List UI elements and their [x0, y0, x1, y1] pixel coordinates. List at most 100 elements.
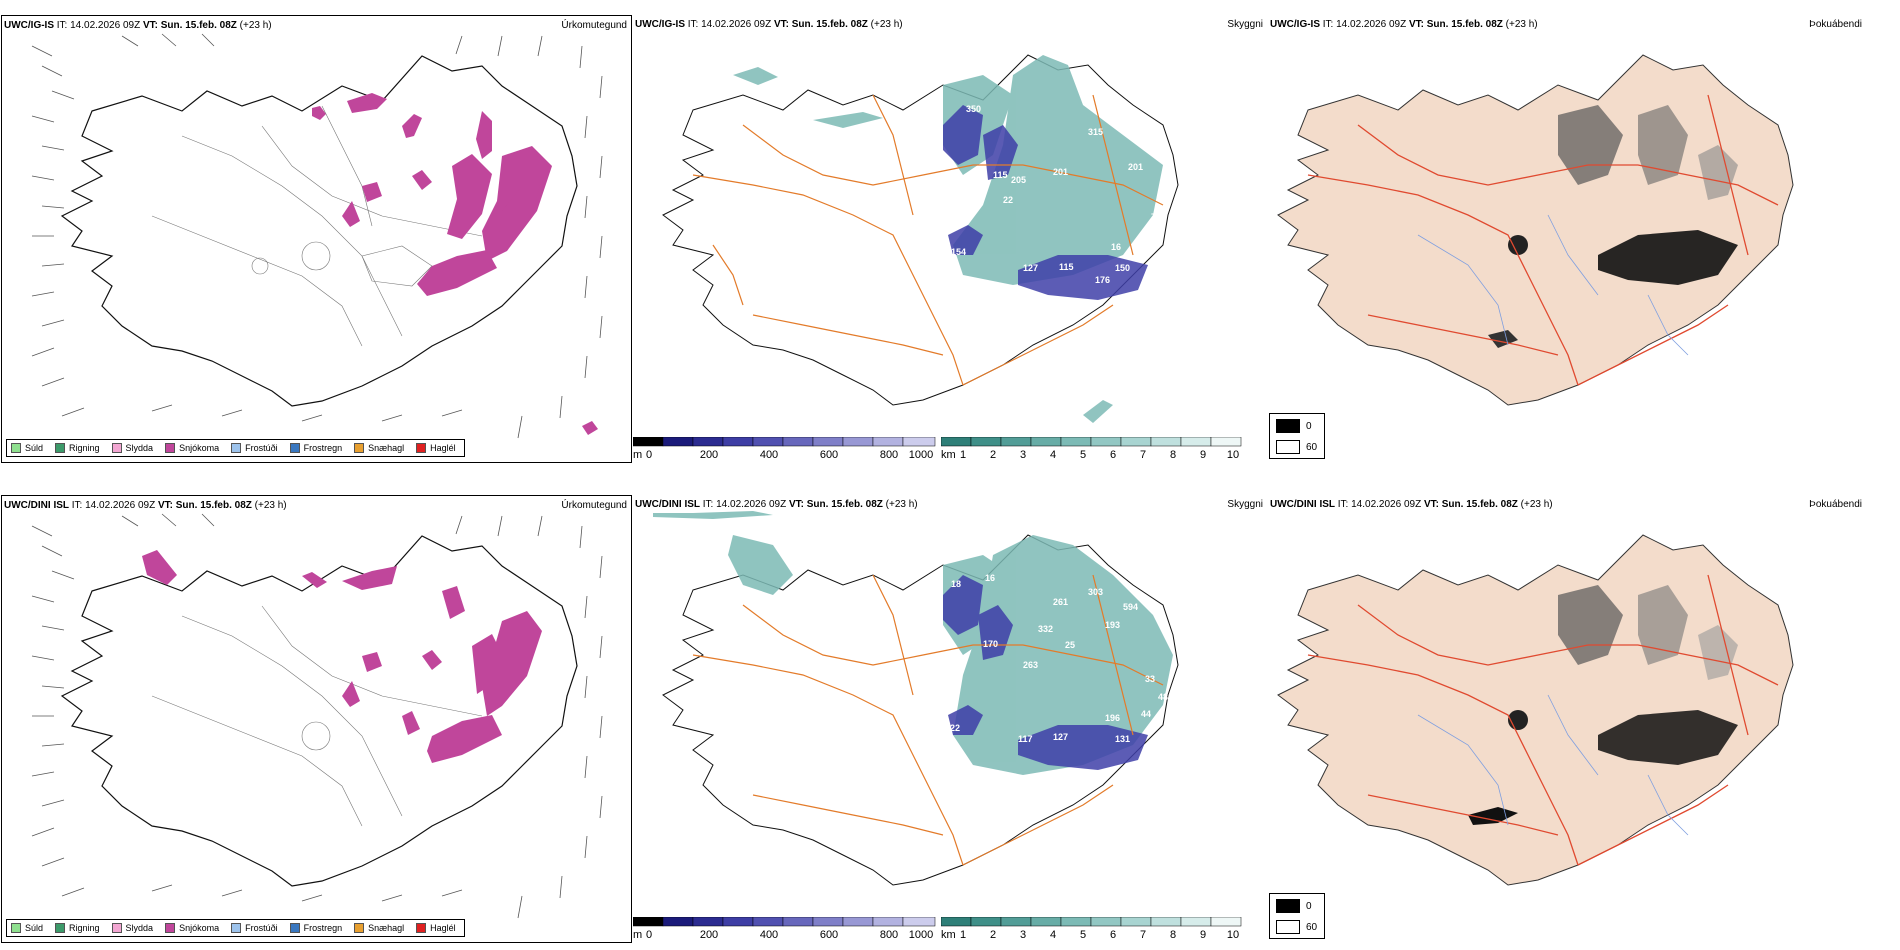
visibility-value-labels: 350 315 201 201 114 115 205 22 154 127 1… [951, 104, 1161, 285]
panel-label: Úrkomutegund [561, 500, 627, 511]
legend-item: Rigning [55, 443, 100, 453]
valid-time: VT: Sun. 15.feb. 08Z [142, 20, 237, 31]
legend-item: Snæhagl [354, 923, 404, 933]
colorbar-unit: km [941, 449, 956, 461]
colorbar-tick: 400 [759, 929, 779, 941]
colorbar-unit: km [941, 929, 956, 941]
value-label: 117 [1018, 734, 1033, 744]
panel-title: UWC/DINI ISL IT: 14.02.2026 09Z VT: Sun.… [4, 500, 287, 512]
issue-time: IT: 14.02.2026 09Z [1322, 19, 1407, 30]
value-label: 201 [1128, 162, 1143, 172]
legend-swatch [165, 923, 176, 933]
rivers [1417, 214, 1689, 356]
legend-swatch [55, 443, 66, 453]
colorbar-tick: 3 [1019, 929, 1027, 941]
colorbar-tick: 5 [1079, 929, 1087, 941]
panel-title: UWC/IG-IS IT: 14.02.2026 09Z VT: Sun. 15… [4, 20, 272, 32]
visibility-value-labels: 18 16 261 303 594 332 193 25 263 170 222… [945, 573, 1168, 744]
value-label: 127 [1023, 263, 1038, 273]
colorbar-tick: 7 [1139, 449, 1147, 461]
ceiling-blue-areas [943, 105, 1148, 300]
value-label: 350 [966, 104, 981, 114]
iceland-outline [60, 535, 578, 887]
value-label: 315 [1088, 127, 1103, 137]
valid-time: VT: Sun. 15.feb. 08Z [773, 19, 868, 30]
legend-swatch [354, 923, 365, 933]
legend-item: Frostregn [289, 923, 343, 933]
value-label: 71 [1151, 212, 1161, 222]
ceiling-colorbar: m 0 200 400 600 800 1000 [633, 917, 936, 943]
colorbar-tick: 0 [645, 449, 653, 461]
panel-title: UWC/DINI ISL IT: 14.02.2026 09Z VT: Sun.… [635, 499, 918, 511]
value-label: 263 [1023, 660, 1038, 670]
precip-legend: Súld Rigning Slydda Snjókoma Frostúði Fr… [6, 439, 465, 457]
value-label: 594 [1123, 602, 1138, 612]
colorbar-unit: m [633, 449, 643, 461]
ceiling-colorbar: m 0 200 400 600 800 1000 [633, 437, 936, 463]
legend-swatch [111, 443, 122, 453]
visibility-map-row2: 18 16 261 303 594 332 193 25 263 170 222… [653, 511, 1179, 886]
fog-legend-swatch [1276, 440, 1300, 454]
precip-map-row1 [31, 33, 603, 439]
value-label: 44 [1141, 709, 1151, 719]
legend-item: Slydda [111, 923, 153, 933]
legend-swatch [165, 443, 176, 453]
legend-label: Haglél [430, 923, 456, 933]
model-name: UWC/IG-IS [635, 19, 685, 30]
lead-time: (+23 h) [870, 19, 903, 30]
value-label: 48 [1158, 692, 1168, 702]
value-label: 114 [958, 182, 973, 192]
value-label: 115 [1059, 262, 1074, 272]
value-label: 33 [1145, 674, 1155, 684]
valid-time: VT: Sun. 15.feb. 08Z [1408, 19, 1503, 30]
legend-swatch [289, 443, 300, 453]
panel-label: Skyggni [1227, 19, 1263, 30]
internal-contours [151, 605, 483, 827]
wind-barbs [31, 513, 603, 919]
valid-time: VT: Sun. 15.feb. 08Z [157, 500, 252, 511]
legend-item: Haglél [416, 443, 456, 453]
precip-panel-row1: UWC/IG-IS IT: 14.02.2026 09Z VT: Sun. 15… [1, 15, 632, 463]
legend-swatch [111, 923, 122, 933]
internal-contours [151, 105, 483, 347]
value-label: 205 [1011, 175, 1026, 185]
fog-legend-value: 60 [1306, 921, 1318, 933]
legend-label: Frostregn [303, 923, 343, 933]
panel-title: UWC/IG-IS IT: 14.02.2026 09Z VT: Sun. 15… [1270, 19, 1538, 31]
visibility-colorbar-bar [941, 917, 1242, 927]
panel-label: Þokuábendi [1809, 499, 1862, 510]
value-label: 196 [1105, 713, 1120, 723]
colorbar-tick: 9 [1199, 929, 1207, 941]
roads [692, 574, 1164, 866]
legend-swatch [11, 443, 21, 453]
fog-legend-row: 0 [1276, 419, 1312, 433]
value-label: 22 [1003, 195, 1013, 205]
legend-label: Súld [25, 443, 44, 453]
legend-swatch [231, 443, 242, 453]
fog-map-row1 [1277, 54, 1794, 406]
colorbar-tick: 9 [1199, 449, 1207, 461]
legend-swatch [289, 923, 300, 933]
value-label: 127 [1053, 732, 1068, 742]
legend-item: Snjókoma [165, 443, 219, 453]
rivers [1417, 694, 1689, 836]
legend-swatch [11, 923, 21, 933]
model-name: UWC/IG-IS [4, 20, 54, 31]
fog-legend-row: 0 [1276, 899, 1312, 913]
colorbar-tick: 200 [699, 449, 719, 461]
ceiling-blue-areas [943, 575, 1148, 770]
legend-swatch [231, 923, 242, 933]
model-name: UWC/DINI ISL [1270, 499, 1335, 510]
legend-item: Snæhagl [354, 443, 404, 453]
fog-legend-swatch [1276, 419, 1300, 433]
legend-swatch [416, 923, 427, 933]
colorbar-tick: 600 [819, 449, 839, 461]
valid-time: VT: Sun. 15.feb. 08Z [1423, 499, 1518, 510]
colorbar-tick: 10 [1226, 449, 1240, 461]
lead-time: (+23 h) [239, 20, 272, 31]
issue-time: IT: 14.02.2026 09Z [702, 499, 787, 510]
fog-panel-row2: UWC/DINI ISL IT: 14.02.2026 09Z VT: Sun.… [1268, 495, 1870, 943]
legend-label: Snæhagl [368, 923, 405, 933]
legend-item: Frostúði [231, 443, 278, 453]
legend-item: Snjókoma [165, 923, 219, 933]
